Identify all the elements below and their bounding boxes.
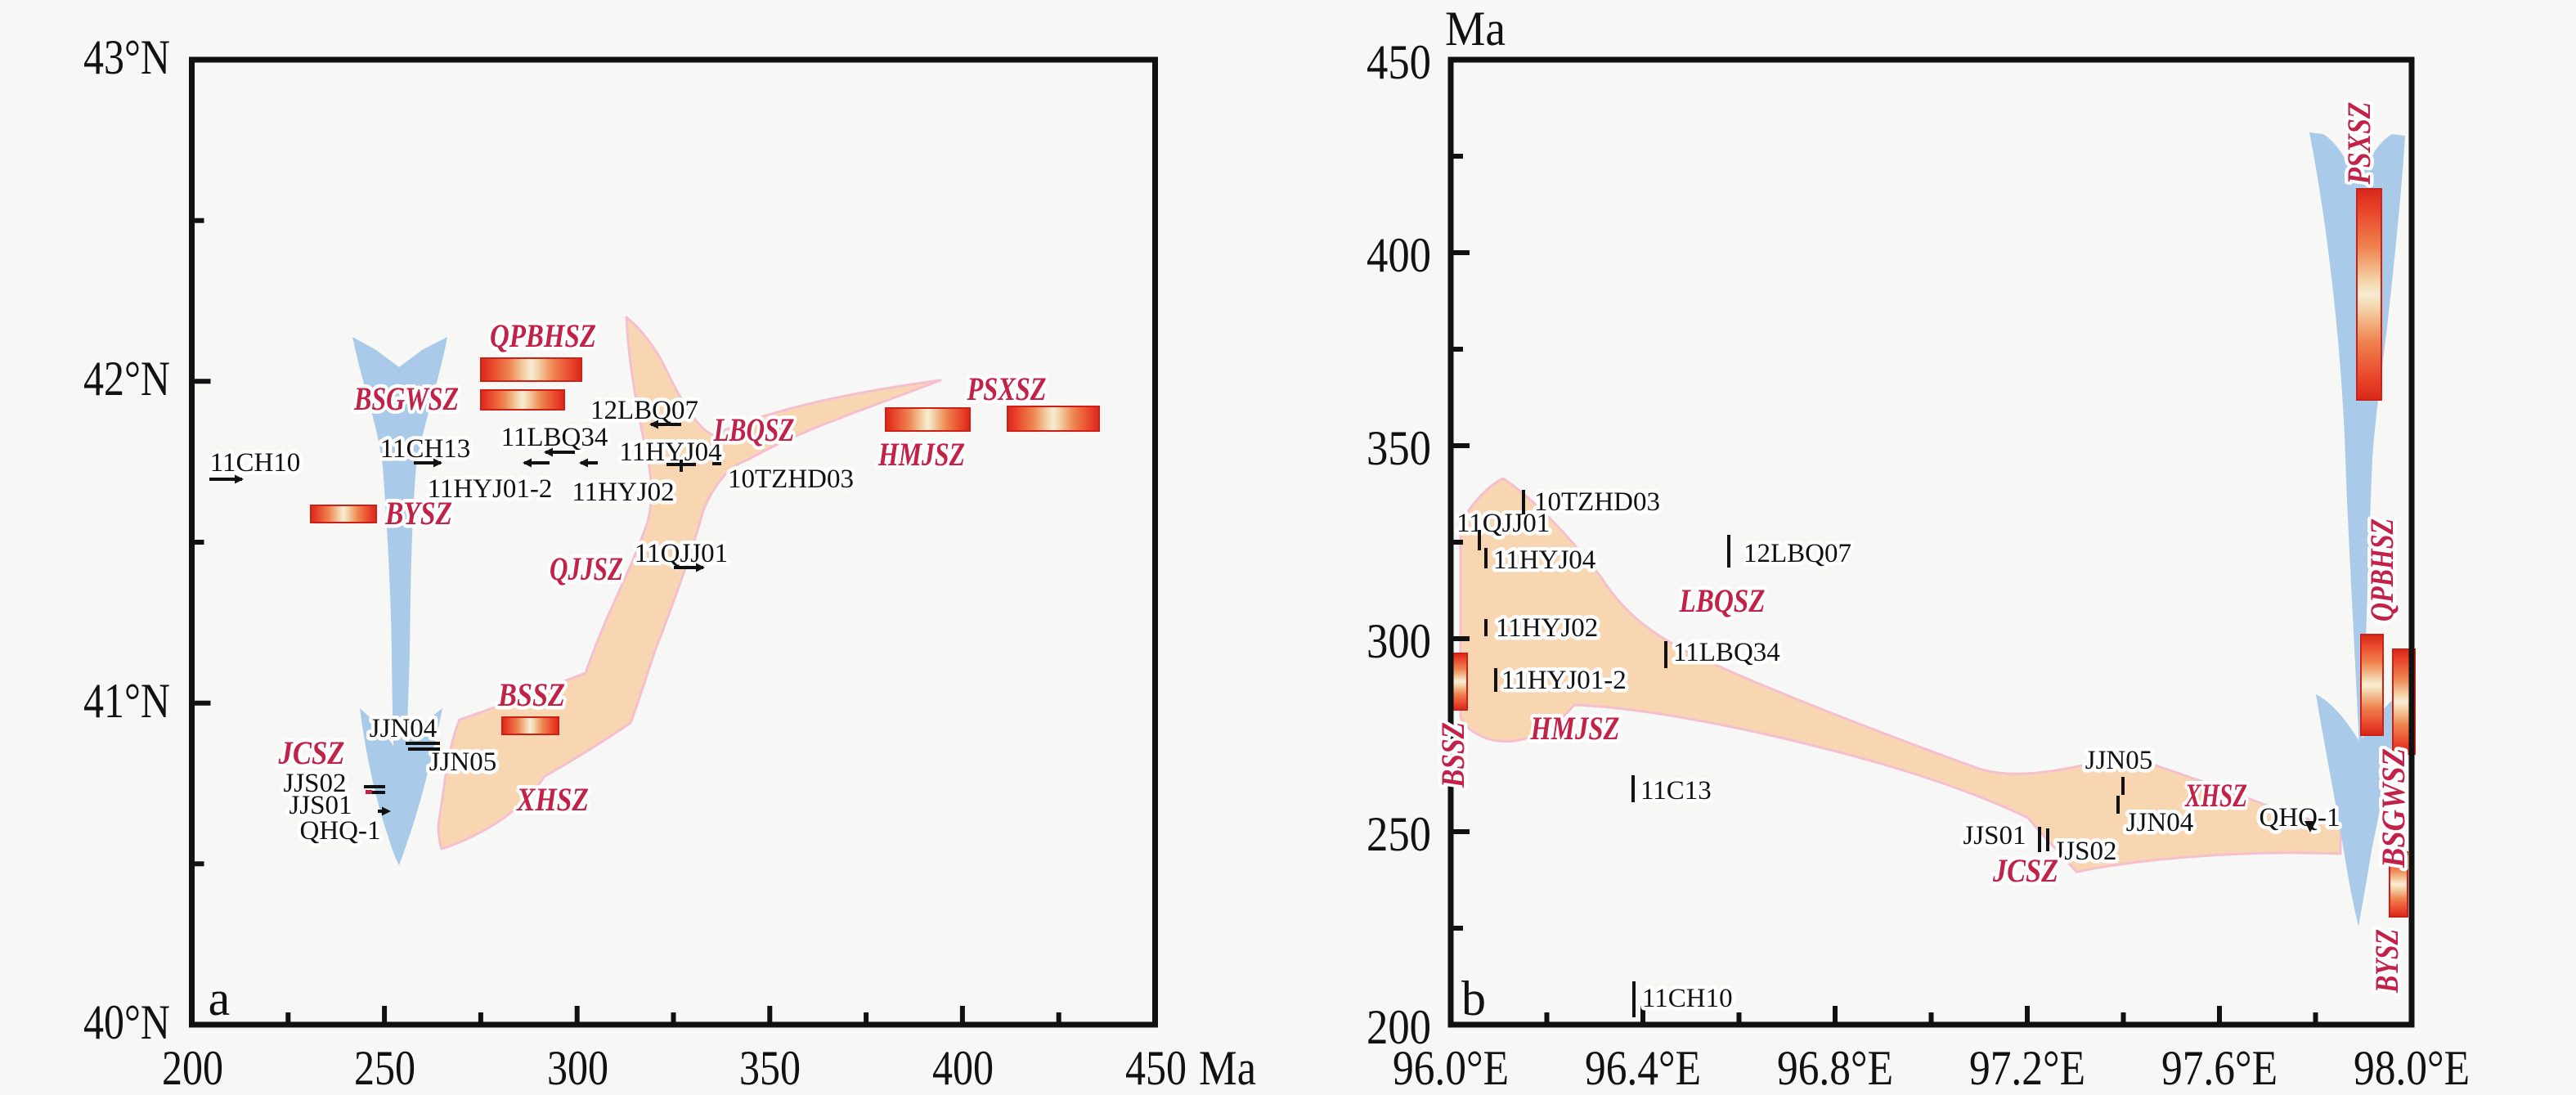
svg-text:250: 250 bbox=[1367, 807, 1431, 861]
svg-text:11QJJ01: 11QJJ01 bbox=[635, 539, 728, 568]
svg-text:11HYJ02: 11HYJ02 bbox=[572, 478, 674, 507]
svg-text:PSXSZ: PSXSZ bbox=[967, 370, 1047, 407]
svg-text:11HYJ01-2: 11HYJ01-2 bbox=[428, 474, 553, 504]
svg-text:350: 350 bbox=[1367, 421, 1431, 475]
svg-text:Ma: Ma bbox=[1199, 1041, 1256, 1095]
svg-text:10TZHD03: 10TZHD03 bbox=[728, 464, 854, 494]
svg-text:QHQ-1: QHQ-1 bbox=[300, 816, 381, 846]
svg-text:450: 450 bbox=[1125, 1041, 1187, 1095]
svg-text:JJN05: JJN05 bbox=[429, 747, 497, 777]
svg-text:300: 300 bbox=[547, 1041, 608, 1095]
svg-text:HMJSZ: HMJSZ bbox=[1530, 710, 1620, 747]
svg-text:41°N: 41°N bbox=[83, 674, 170, 728]
svg-text:b: b bbox=[1461, 972, 1486, 1025]
svg-text:JCSZ: JCSZ bbox=[1992, 852, 2058, 889]
svg-text:JJN04: JJN04 bbox=[370, 714, 438, 743]
svg-text:JJS02: JJS02 bbox=[283, 769, 346, 798]
svg-text:11HYJ02: 11HYJ02 bbox=[1496, 613, 1598, 643]
svg-text:JJS02: JJS02 bbox=[2053, 837, 2116, 866]
svg-text:250: 250 bbox=[354, 1041, 415, 1095]
svg-text:QJJSZ: QJJSZ bbox=[550, 550, 623, 587]
svg-text:11LBQ34: 11LBQ34 bbox=[501, 423, 608, 452]
svg-text:QPBHSZ: QPBHSZ bbox=[490, 317, 596, 354]
svg-text:BSGWSZ: BSGWSZ bbox=[2375, 748, 2412, 868]
svg-text:97.6°E: 97.6°E bbox=[2161, 1041, 2278, 1095]
svg-text:JCSZ: JCSZ bbox=[278, 734, 345, 771]
svg-text:JJS01: JJS01 bbox=[1963, 821, 2026, 850]
svg-text:XHSZ: XHSZ bbox=[2184, 777, 2247, 814]
svg-text:QHQ-1: QHQ-1 bbox=[2260, 803, 2340, 832]
svg-text:11LBQ34: 11LBQ34 bbox=[1673, 638, 1780, 667]
svg-text:97.2°E: 97.2°E bbox=[1969, 1041, 2085, 1095]
svg-text:96.4°E: 96.4°E bbox=[1585, 1041, 1701, 1095]
svg-text:450: 450 bbox=[1367, 35, 1431, 89]
svg-text:300: 300 bbox=[1367, 614, 1431, 668]
svg-text:12LBQ07: 12LBQ07 bbox=[1744, 539, 1851, 568]
svg-text:400: 400 bbox=[1367, 228, 1431, 282]
svg-text:96.0°E: 96.0°E bbox=[1393, 1041, 1509, 1095]
svg-text:200: 200 bbox=[162, 1041, 223, 1095]
svg-text:LBQSZ: LBQSZ bbox=[713, 411, 795, 448]
svg-text:98.0°E: 98.0°E bbox=[2354, 1041, 2470, 1095]
svg-text:BYSZ: BYSZ bbox=[384, 495, 452, 532]
svg-text:11CH13: 11CH13 bbox=[380, 434, 471, 464]
svg-text:XHSZ: XHSZ bbox=[515, 781, 589, 818]
svg-text:11HYJ01-2: 11HYJ01-2 bbox=[1501, 666, 1627, 695]
svg-text:11QJJ01: 11QJJ01 bbox=[1456, 509, 1550, 538]
svg-text:JJN04: JJN04 bbox=[2126, 808, 2194, 837]
svg-text:11HYJ04: 11HYJ04 bbox=[619, 438, 721, 467]
svg-text:96.8°E: 96.8°E bbox=[1777, 1041, 1893, 1095]
svg-text:42°N: 42°N bbox=[83, 352, 170, 406]
svg-text:LBQSZ: LBQSZ bbox=[1679, 582, 1766, 619]
svg-text:10TZHD03: 10TZHD03 bbox=[1534, 487, 1660, 517]
svg-text:400: 400 bbox=[932, 1041, 994, 1095]
svg-text:11HYJ04: 11HYJ04 bbox=[1493, 545, 1595, 575]
svg-text:JJN05: JJN05 bbox=[2085, 746, 2153, 775]
svg-text:BSSZ: BSSZ bbox=[497, 676, 565, 713]
svg-text:QPBHSZ: QPBHSZ bbox=[2363, 518, 2400, 622]
svg-text:PSXSZ: PSXSZ bbox=[2340, 102, 2377, 186]
svg-text:HMJSZ: HMJSZ bbox=[877, 436, 965, 473]
svg-text:BSGWSZ: BSGWSZ bbox=[353, 380, 459, 417]
svg-text:11CH10: 11CH10 bbox=[210, 448, 301, 478]
svg-text:40°N: 40°N bbox=[83, 995, 170, 1049]
svg-text:BSSZ: BSSZ bbox=[1434, 722, 1471, 788]
svg-text:200: 200 bbox=[1367, 1000, 1431, 1054]
svg-text:a: a bbox=[209, 972, 231, 1025]
svg-text:11C13: 11C13 bbox=[1640, 776, 1712, 806]
svg-text:Ma: Ma bbox=[1445, 2, 1506, 56]
svg-text:11CH10: 11CH10 bbox=[1642, 984, 1733, 1013]
svg-text:12LBQ07: 12LBQ07 bbox=[590, 396, 698, 425]
svg-text:JJS01: JJS01 bbox=[289, 791, 352, 820]
svg-text:BYSZ: BYSZ bbox=[2368, 929, 2405, 994]
svg-text:350: 350 bbox=[739, 1041, 801, 1095]
svg-text:43°N: 43°N bbox=[83, 30, 170, 84]
